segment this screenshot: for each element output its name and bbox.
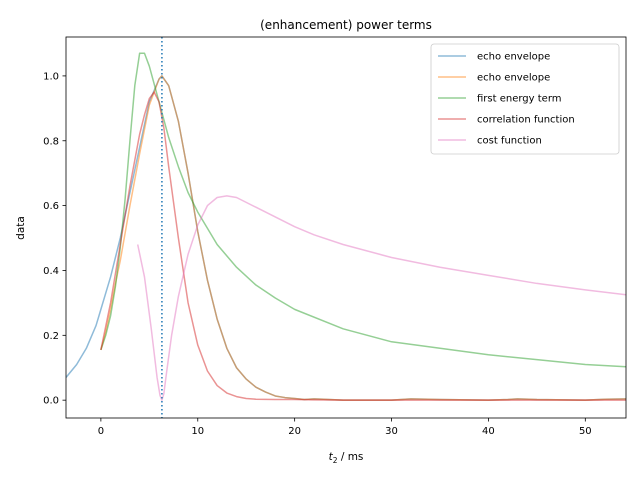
x-axis-label-rest: / ms bbox=[337, 451, 363, 463]
plot-area: 0 10 20 30 40 50 0.0 0.2 0.4 0.6 0.8 1.0 bbox=[43, 36, 627, 437]
x-tick-label: 50 bbox=[579, 426, 592, 437]
x-tick-label: 10 bbox=[191, 426, 204, 437]
legend-label-1: echo envelope bbox=[477, 73, 550, 84]
y-axis: 0.0 0.2 0.4 0.6 0.8 1.0 bbox=[43, 71, 66, 407]
axes-frame bbox=[65, 36, 627, 419]
x-axis-label-main: t bbox=[329, 451, 334, 463]
y-tick-label: 0.8 bbox=[43, 136, 59, 147]
chart-title: (enhancement) power terms bbox=[260, 18, 432, 32]
y-tick-label: 0.0 bbox=[43, 396, 59, 407]
x-axis: 0 10 20 30 40 50 bbox=[98, 418, 592, 437]
y-axis-label: data bbox=[15, 216, 27, 240]
series-line-4 bbox=[136, 195, 626, 401]
y-tick-label: 0.6 bbox=[43, 201, 59, 212]
x-axis-label: t2 / ms bbox=[329, 451, 364, 465]
x-tick-label: 20 bbox=[288, 426, 301, 437]
x-axis-label-sub: 2 bbox=[333, 456, 338, 465]
legend-label-3: correlation function bbox=[477, 115, 575, 126]
y-tick-label: 0.2 bbox=[43, 331, 59, 342]
series-layer bbox=[66, 52, 626, 401]
legend-label-4: cost function bbox=[477, 136, 542, 147]
legend: echo envelope echo envelope first energy t… bbox=[430, 43, 620, 155]
y-tick-label: 1.0 bbox=[43, 71, 59, 82]
legend-label-2: first energy term bbox=[477, 94, 562, 105]
legend-label-0: echo envelope bbox=[477, 52, 550, 63]
x-tick-label: 30 bbox=[385, 426, 398, 437]
series-line-3 bbox=[100, 91, 626, 401]
legend-box bbox=[430, 43, 620, 155]
x-tick-label: 40 bbox=[482, 426, 495, 437]
series-line-2 bbox=[100, 52, 626, 368]
y-tick-label: 0.4 bbox=[43, 266, 59, 277]
x-tick-label: 0 bbox=[98, 426, 104, 437]
